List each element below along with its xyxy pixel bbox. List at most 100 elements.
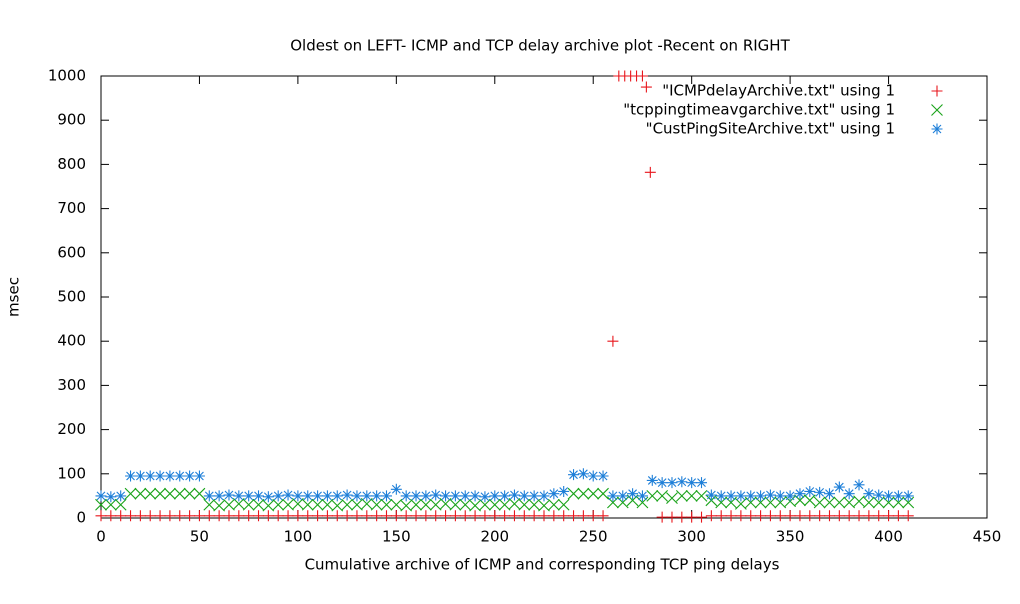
point bbox=[479, 491, 491, 503]
point bbox=[489, 490, 501, 502]
point bbox=[833, 496, 846, 509]
point bbox=[528, 510, 540, 522]
point bbox=[617, 490, 629, 502]
point bbox=[410, 498, 422, 511]
point bbox=[644, 166, 656, 178]
x-tick-label: 100 bbox=[284, 528, 313, 546]
point bbox=[715, 510, 727, 522]
point bbox=[873, 489, 885, 501]
point bbox=[518, 498, 531, 511]
point bbox=[784, 490, 796, 502]
point bbox=[410, 490, 422, 502]
point bbox=[184, 470, 196, 482]
point bbox=[823, 488, 835, 500]
point bbox=[341, 510, 353, 522]
point bbox=[371, 510, 383, 522]
point bbox=[312, 510, 324, 522]
point bbox=[656, 511, 668, 523]
point bbox=[755, 490, 767, 502]
point bbox=[764, 489, 776, 501]
point bbox=[312, 490, 324, 502]
y-tick-label: 600 bbox=[57, 243, 86, 261]
point bbox=[272, 490, 284, 502]
point bbox=[813, 496, 826, 509]
point bbox=[843, 496, 856, 509]
point bbox=[154, 470, 166, 482]
point bbox=[183, 487, 196, 500]
legend-label: "CustPingSiteArchive.txt" using 1 bbox=[646, 120, 895, 138]
legend-marker bbox=[931, 104, 943, 116]
point bbox=[144, 510, 156, 522]
point bbox=[223, 498, 235, 511]
point bbox=[95, 510, 107, 522]
point bbox=[853, 479, 865, 491]
point bbox=[390, 498, 403, 511]
point bbox=[676, 476, 688, 488]
point bbox=[420, 510, 432, 522]
point bbox=[587, 510, 599, 522]
point bbox=[696, 511, 708, 523]
point bbox=[528, 498, 541, 511]
point bbox=[656, 477, 668, 489]
point bbox=[784, 510, 796, 522]
x-tick-label: 400 bbox=[874, 528, 903, 546]
point bbox=[213, 499, 226, 512]
point bbox=[253, 490, 265, 502]
point bbox=[902, 510, 914, 522]
point bbox=[420, 490, 432, 502]
legend-label: "ICMPdelayArchive.txt" using 1 bbox=[662, 82, 895, 100]
point bbox=[666, 511, 678, 523]
point bbox=[488, 498, 501, 511]
y-tick-label: 800 bbox=[57, 155, 86, 173]
point bbox=[203, 510, 215, 522]
point bbox=[883, 510, 895, 522]
point bbox=[499, 490, 511, 502]
point bbox=[863, 488, 875, 500]
point bbox=[597, 510, 609, 522]
point bbox=[351, 498, 363, 511]
point bbox=[558, 510, 570, 522]
point bbox=[469, 499, 481, 512]
x-tick-label: 250 bbox=[579, 528, 608, 546]
point bbox=[125, 470, 137, 482]
point bbox=[675, 490, 688, 502]
point bbox=[863, 510, 875, 522]
legend-marker bbox=[931, 85, 943, 97]
point bbox=[400, 510, 412, 522]
point bbox=[125, 510, 137, 522]
point bbox=[253, 510, 265, 522]
point bbox=[814, 486, 826, 498]
point bbox=[577, 468, 589, 480]
point bbox=[174, 470, 186, 482]
point bbox=[459, 490, 471, 502]
point bbox=[607, 335, 619, 347]
point bbox=[213, 490, 225, 502]
point bbox=[144, 470, 156, 482]
y-tick-label: 0 bbox=[76, 509, 86, 527]
y-tick-label: 700 bbox=[57, 199, 86, 217]
point bbox=[243, 490, 255, 502]
point bbox=[361, 490, 373, 502]
point bbox=[538, 490, 550, 502]
point bbox=[213, 510, 225, 522]
point bbox=[380, 498, 393, 511]
point bbox=[587, 470, 599, 482]
point bbox=[164, 510, 176, 522]
point bbox=[134, 470, 146, 482]
point bbox=[380, 490, 392, 502]
x-axis-label: Cumulative archive of ICMP and correspon… bbox=[305, 556, 780, 574]
point bbox=[351, 490, 363, 502]
point bbox=[833, 510, 845, 522]
point bbox=[105, 510, 117, 522]
point bbox=[567, 487, 580, 500]
point bbox=[804, 485, 816, 497]
point bbox=[282, 489, 294, 501]
point bbox=[666, 492, 678, 504]
point bbox=[538, 499, 550, 512]
x-tick-label: 350 bbox=[776, 528, 805, 546]
point bbox=[735, 490, 747, 502]
point bbox=[666, 477, 678, 489]
point bbox=[528, 490, 540, 502]
point bbox=[902, 490, 914, 502]
point bbox=[640, 81, 652, 93]
